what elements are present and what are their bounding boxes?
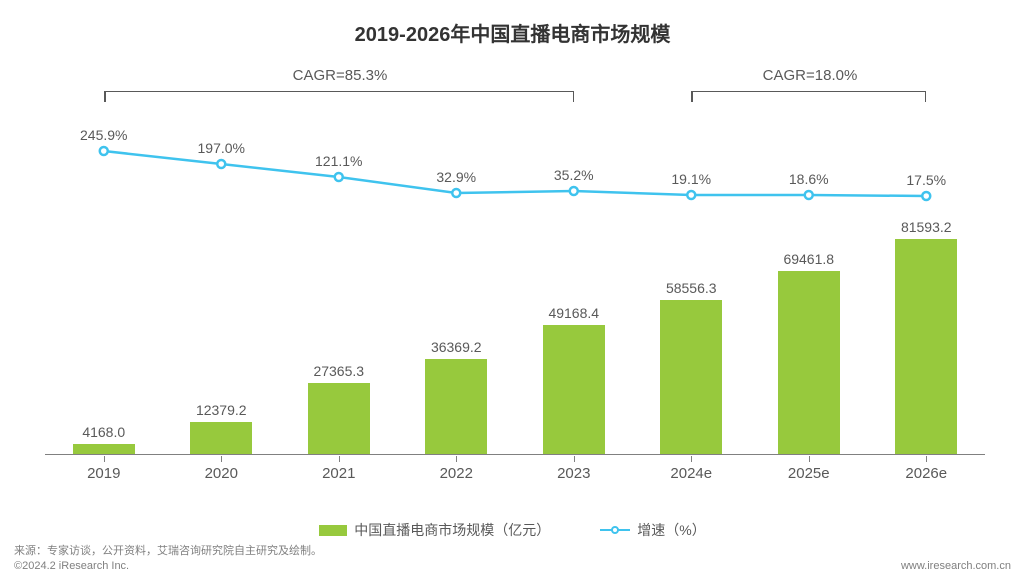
legend-item-line: 增速（%） <box>600 520 705 540</box>
bar-value-label: 49168.4 <box>548 305 599 321</box>
footer: 来源：专家访谈，公开资料，艾瑞咨询研究院自主研究及绘制。 ©2024.2 iRe… <box>0 542 1025 578</box>
bar <box>660 300 722 455</box>
bar-slot: 81593.2 <box>868 205 986 455</box>
bar-slot: 27365.3 <box>280 205 398 455</box>
bars-container: 4168.0 12379.2 27365.3 36369.2 49168.4 58556.… <box>45 205 985 455</box>
x-axis-label: 2022 <box>398 457 516 485</box>
bar <box>895 239 957 455</box>
bar <box>543 325 605 455</box>
x-axis-label: 2019 <box>45 457 163 485</box>
bar <box>425 359 487 455</box>
legend: 中国直播电商市场规模（亿元） 增速（%） <box>0 520 1025 540</box>
bar-slot: 69461.8 <box>750 205 868 455</box>
bar-value-label: 12379.2 <box>196 402 247 418</box>
x-axis-label: 2020 <box>163 457 281 485</box>
bar-value-label: 69461.8 <box>783 251 834 267</box>
chart-title: 2019-2026年中国直播电商市场规模 <box>0 0 1025 47</box>
bar-value-label: 4168.0 <box>82 424 125 440</box>
x-axis-labels: 201920202021202220232024e2025e2026e <box>45 457 985 485</box>
x-axis-label: 2023 <box>515 457 633 485</box>
footer-copyright: ©2024.2 iResearch Inc. <box>14 560 129 572</box>
bar-slot: 49168.4 <box>515 205 633 455</box>
line-point-label: 121.1% <box>315 153 362 169</box>
line-swatch <box>600 524 630 536</box>
x-axis <box>45 454 985 455</box>
bar <box>190 422 252 455</box>
bar-value-label: 58556.3 <box>666 280 717 296</box>
bar-swatch <box>319 525 347 536</box>
x-axis-label: 2025e <box>750 457 868 485</box>
bar-slot: 12379.2 <box>163 205 281 455</box>
cagr-bracket-left <box>104 91 574 92</box>
line-point-label: 17.5% <box>906 172 946 188</box>
line-point-label: 19.1% <box>671 171 711 187</box>
legend-line-label: 增速（%） <box>637 520 705 540</box>
line-point-label: 245.9% <box>80 127 127 143</box>
legend-bar-label: 中国直播电商市场规模（亿元） <box>354 520 550 540</box>
bar-value-label: 81593.2 <box>901 219 952 235</box>
line-point-label: 35.2% <box>554 167 594 183</box>
bar-slot: 36369.2 <box>398 205 516 455</box>
legend-item-bar: 中国直播电商市场规模（亿元） <box>319 520 550 540</box>
bar-value-label: 36369.2 <box>431 339 482 355</box>
bar <box>778 271 840 455</box>
bar-slot: 4168.0 <box>45 205 163 455</box>
bar-slot: 58556.3 <box>633 205 751 455</box>
footer-url: www.iresearch.com.cn <box>901 560 1011 572</box>
cagr-label-right: CAGR=18.0% <box>735 67 885 84</box>
x-axis-label: 2024e <box>633 457 751 485</box>
line-point-label: 18.6% <box>789 171 829 187</box>
x-axis-label: 2026e <box>868 457 986 485</box>
cagr-label-left: CAGR=85.3% <box>265 67 415 84</box>
line-point-label: 197.0% <box>198 140 245 156</box>
bar <box>308 383 370 455</box>
bar-value-label: 27365.3 <box>313 363 364 379</box>
chart-area: CAGR=85.3% CAGR=18.0% 4168.0 12379.2 27365… <box>45 55 985 485</box>
line-point-label: 32.9% <box>436 169 476 185</box>
x-axis-label: 2021 <box>280 457 398 485</box>
footer-source: 来源：专家访谈，公开资料，艾瑞咨询研究院自主研究及绘制。 <box>14 542 1011 558</box>
cagr-bracket-right <box>691 91 926 92</box>
